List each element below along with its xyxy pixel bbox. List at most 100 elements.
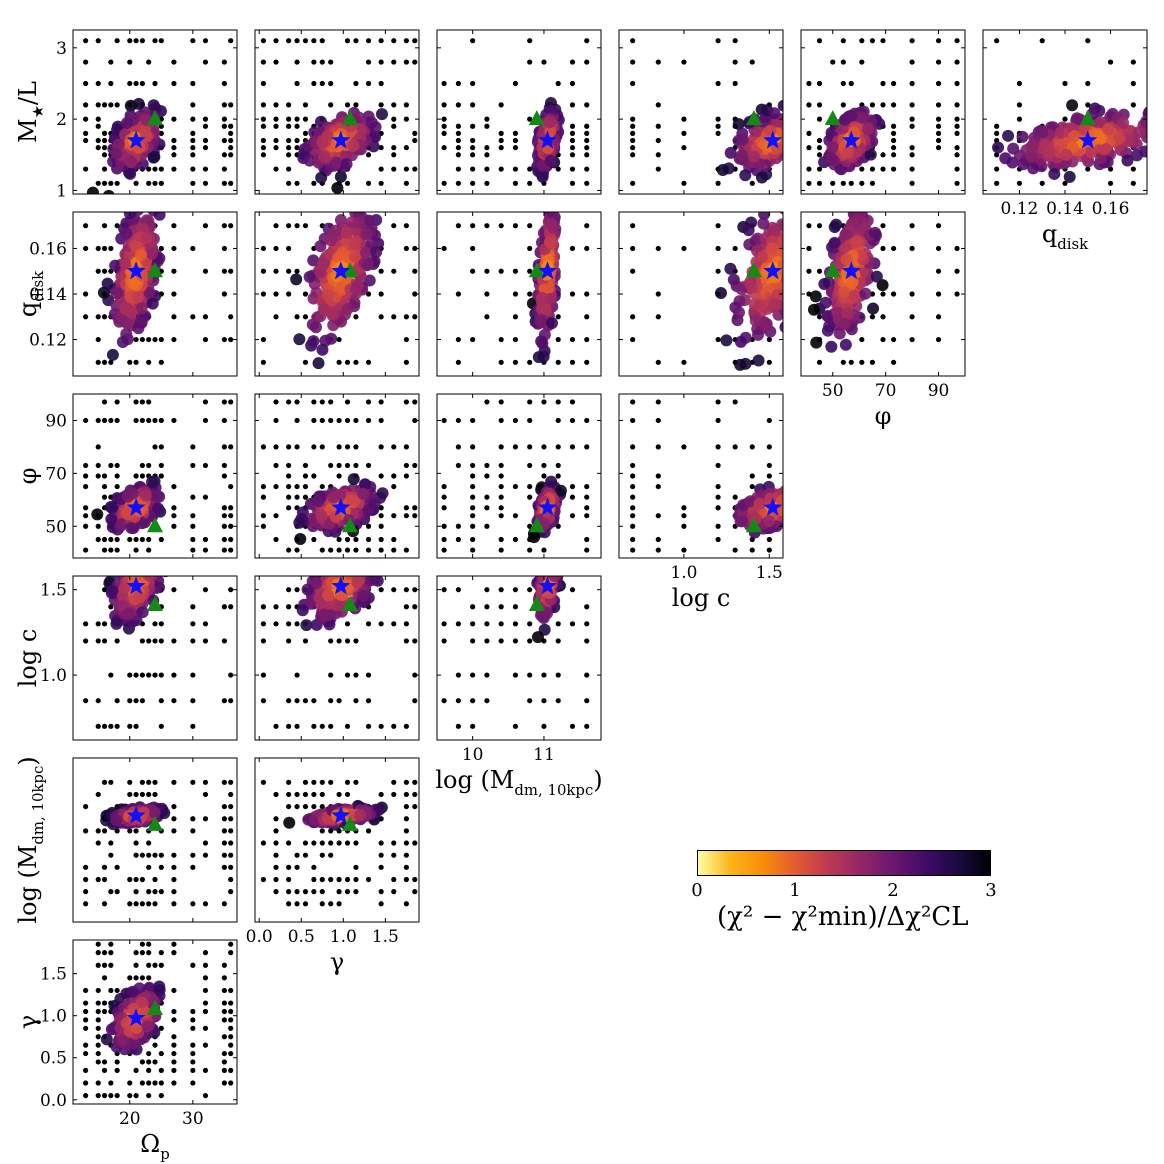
grid-point [127, 38, 133, 44]
grid-point [378, 291, 384, 297]
grid-point [412, 130, 418, 136]
fit-point [146, 247, 159, 260]
fit-point [734, 335, 747, 348]
fit-point [744, 277, 757, 290]
grid-point [498, 268, 504, 274]
grid-point [133, 473, 139, 479]
panel-frame [618, 29, 784, 195]
grid-point [584, 444, 590, 450]
grid-point [108, 245, 114, 252]
grid-point [294, 38, 300, 44]
fit-point [784, 130, 796, 142]
grid-point [221, 505, 227, 511]
grid-point [830, 59, 836, 65]
grid-point [569, 359, 576, 365]
fit-point [310, 321, 323, 334]
grid-point [498, 399, 504, 405]
fit-point [786, 222, 798, 234]
fit-point [134, 186, 146, 198]
grid-point [890, 130, 897, 136]
grid-point [95, 536, 101, 543]
reference-triangle [745, 110, 762, 126]
grid-point [806, 180, 812, 186]
grid-point [101, 152, 108, 158]
grid-point [378, 59, 384, 65]
panel-qdisk-vs-omega [72, 186, 238, 377]
grid-point [171, 116, 177, 122]
grid-point [146, 399, 152, 405]
grid-point [655, 245, 661, 252]
grid-point [260, 336, 267, 343]
reference-triangle [342, 517, 359, 533]
panel-frame [436, 393, 602, 559]
grid-point [541, 547, 547, 553]
grid-point [202, 494, 209, 500]
grid-point [935, 59, 942, 65]
fit-point [369, 120, 382, 133]
grid-point [715, 116, 721, 122]
grid-point [294, 494, 300, 500]
fit-point [112, 138, 125, 151]
grid-point [1016, 80, 1023, 87]
fit-point [363, 274, 376, 287]
fit-point [794, 228, 806, 240]
fit-point [779, 321, 783, 333]
grid-point [171, 223, 177, 229]
fit-point [784, 109, 796, 121]
grid-point [378, 523, 384, 529]
grid-point [139, 536, 145, 543]
grid-point [260, 102, 267, 108]
grid-point [909, 166, 915, 172]
grid-point [221, 137, 227, 144]
grid-point [328, 462, 334, 469]
grid-point [95, 123, 101, 129]
fit-point [784, 254, 796, 266]
grid-point [221, 180, 227, 186]
fit-point [1145, 120, 1147, 128]
fit-point [783, 277, 795, 289]
grid-point [584, 536, 590, 543]
grid-point [527, 59, 533, 65]
fit-point [345, 493, 358, 506]
fit-point [771, 288, 783, 301]
fit-point [786, 137, 798, 149]
grid-point [302, 314, 309, 320]
fit-point [810, 121, 822, 133]
grid-point [455, 536, 461, 543]
grid-point [319, 483, 325, 490]
grid-point [171, 513, 177, 519]
fit-point [101, 277, 114, 290]
fit-point [825, 340, 838, 353]
best-fit-star [538, 130, 557, 149]
grid-point [228, 523, 234, 529]
grid-point [95, 102, 101, 108]
grid-point [412, 268, 418, 274]
grid-point [221, 116, 227, 122]
grid-point [101, 399, 108, 405]
fit-point [782, 134, 783, 141]
grid-point [630, 268, 636, 274]
grid-point [909, 80, 915, 87]
fit-point [768, 225, 781, 238]
fit-point [132, 97, 145, 110]
grid-point [403, 505, 409, 511]
fit-point [123, 248, 136, 261]
grid-point [890, 102, 897, 108]
grid-point [95, 314, 101, 320]
grid-point [1016, 102, 1023, 108]
grid-point [555, 359, 561, 365]
grid-point [470, 180, 476, 186]
fit-point [331, 182, 344, 194]
grid-point [840, 59, 846, 65]
grid-point [455, 152, 461, 158]
grid-point [816, 145, 823, 151]
fit-point [818, 278, 831, 291]
fit-point [787, 136, 799, 148]
fit-point [329, 224, 342, 237]
fit-point [1068, 129, 1081, 142]
grid-point [319, 547, 325, 553]
grid-point [190, 145, 196, 151]
fit-point [544, 154, 557, 167]
grid-point [569, 145, 576, 151]
grid-point [869, 314, 876, 320]
